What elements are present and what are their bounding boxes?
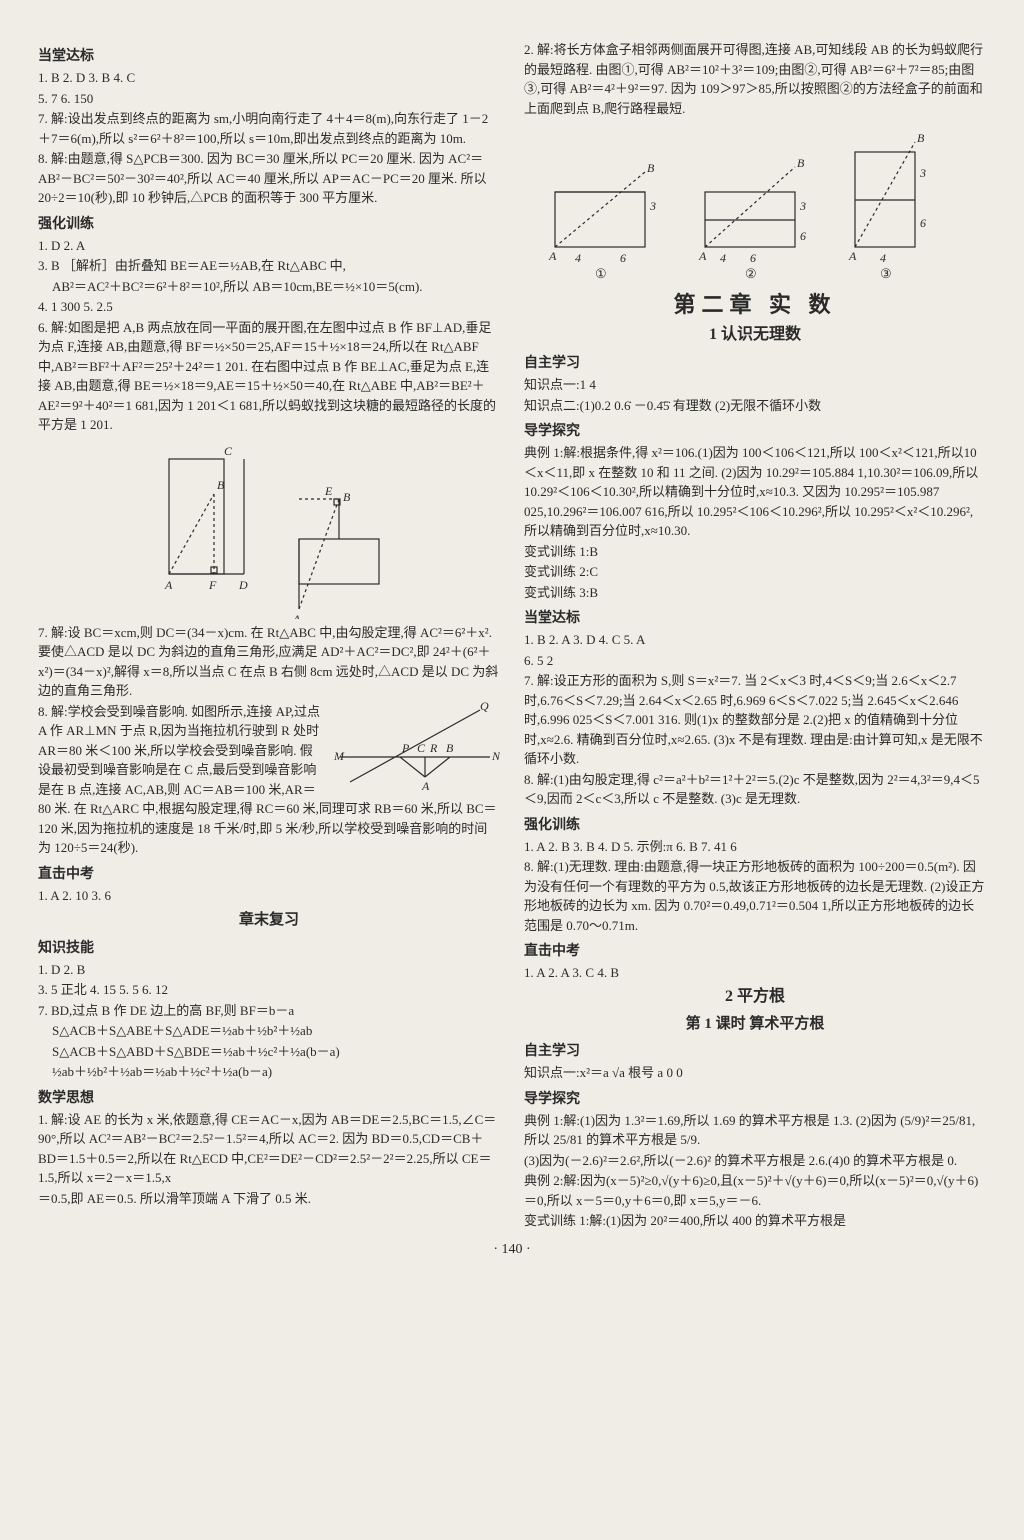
- heading-daoxue2: 导学探究: [524, 1089, 986, 1110]
- svg-text:P: P: [401, 741, 410, 755]
- heading-zizhu2: 自主学习: [524, 1041, 986, 1062]
- svg-text:6: 6: [800, 229, 806, 243]
- heading-zizhu: 自主学习: [524, 353, 986, 374]
- svg-text:A: A: [848, 249, 857, 263]
- heading-qianghua2: 强化训练: [524, 815, 986, 836]
- page-number: · 140 ·: [38, 1239, 986, 1260]
- svg-text:②: ②: [745, 266, 757, 281]
- svg-text:F: F: [208, 578, 217, 592]
- svg-text:①: ①: [595, 266, 607, 281]
- kp1: 知识点一:1 4: [524, 375, 986, 395]
- solution-3b: AB²＝AC²＋BC²＝6²＋8²＝10²,所以 AB＝10cm,BE＝½×10…: [38, 277, 500, 297]
- svg-text:4: 4: [880, 251, 886, 265]
- svg-text:B: B: [446, 741, 454, 755]
- solution-2e: 2. 解:将长方体盒子相邻两侧面展开可得图,连接 AB,可知线段 AB 的长为蚂…: [524, 40, 986, 118]
- heading-zhiji2: 直击中考: [524, 941, 986, 962]
- solution-7e: 7. 解:设正方形的面积为 S,则 S＝x²＝7. 当 2＜x＜3 时,4＜S＜…: [524, 671, 986, 769]
- svg-text:A: A: [164, 578, 173, 592]
- solution-7b: 7. 解:设 BC＝xcm,则 DC＝(34－x)cm. 在 Rt△ABC 中,…: [38, 623, 500, 701]
- svg-text:N: N: [491, 749, 500, 763]
- svg-text:M: M: [333, 749, 345, 763]
- svg-text:B: B: [217, 478, 225, 492]
- formula-c: ½ab＋½b²＋½ab＝½ab＋½c²＋½a(b－a): [38, 1062, 500, 1082]
- svg-text:6: 6: [750, 251, 756, 265]
- figure-1-svg: A B C D F E B A: [139, 439, 399, 619]
- solution-7: 7. 解:设出发点到终点的距离为 sm,小明向南行走了 4＋4＝8(m),向东行…: [38, 109, 500, 148]
- heading-zhishi: 知识技能: [38, 938, 500, 959]
- figure-3-svg: A B 3 4 6 B A 3 6 6 4 B A 3 6 4 ① ② ③: [535, 122, 975, 282]
- heading-shuxue: 数学思想: [38, 1088, 500, 1109]
- answer-line: 6. 5 2: [524, 651, 986, 671]
- svg-text:6: 6: [920, 216, 926, 230]
- svg-text:E: E: [324, 484, 333, 498]
- solution-8f: 8. 解:(1)无理数. 理由:由题意,得一块正方形地板砖的面积为 100÷20…: [524, 857, 986, 935]
- svg-text:A: A: [698, 249, 707, 263]
- chapter-title: 第二章 实 数: [524, 288, 986, 321]
- svg-text:3: 3: [919, 166, 926, 180]
- svg-text:D: D: [238, 578, 248, 592]
- solution-6: 6. 解:如图是把 A,B 两点放在同一平面的展开图,在左图中过点 B 作 BF…: [38, 318, 500, 435]
- svg-text:3: 3: [799, 199, 806, 213]
- solution-7c: 7. BD,过点 B 作 DE 边上的高 BF,则 BF＝b－a: [38, 1001, 500, 1021]
- svg-text:③: ③: [880, 266, 892, 281]
- svg-text:6: 6: [620, 251, 626, 265]
- answer-line: 1. A 2. A 3. C 4. B: [524, 963, 986, 983]
- answer-line: 5. 7 6. 150: [38, 89, 500, 109]
- heading-qianghua: 强化训练: [38, 214, 500, 235]
- bianshi-1b: 变式训练 1:解:(1)因为 20²＝400,所以 400 的算术平方根是: [524, 1211, 986, 1231]
- svg-text:A: A: [292, 612, 301, 619]
- solution-8e: 8. 解:(1)由勾股定理,得 c²＝a²＋b²＝1²＋2²＝5.(2)c 不是…: [524, 770, 986, 809]
- svg-text:R: R: [429, 741, 438, 755]
- dianli-1b: 典例 1:解:(1)因为 1.3²＝1.69,所以 1.69 的算术平方根是 1…: [524, 1111, 986, 1150]
- bianshi-1: 变式训练 1:B: [524, 542, 986, 562]
- formula-a: S△ACB＋S△ABE＋S△ADE＝½ab＋½b²＋½ab: [38, 1021, 500, 1041]
- answer-line: 3. 5 正北 4. 15 5. 5 6. 12: [38, 980, 500, 1000]
- section-title-2: 2 平方根: [524, 985, 986, 1009]
- answer-line: 1. B 2. A 3. D 4. C 5. A: [524, 630, 986, 650]
- svg-text:B: B: [797, 156, 805, 170]
- section-title: 1 认识无理数: [524, 323, 986, 347]
- kp1b: 知识点一:x²＝a √a 根号 a 0 0: [524, 1063, 986, 1083]
- answer-line: 1. D 2. B: [38, 960, 500, 980]
- dianli-2: 典例 2:解:因为(x－5)²≥0,√(y＋6)≥0,且(x－5)²＋√(y＋6…: [524, 1171, 986, 1210]
- svg-text:4: 4: [575, 251, 581, 265]
- solution-1d: 1. 解:设 AE 的长为 x 米,依题意,得 CE＝AC－x,因为 AB＝DE…: [38, 1110, 500, 1188]
- answer-line: 1. D 2. A: [38, 236, 500, 256]
- svg-text:C: C: [417, 741, 426, 755]
- solution-8: 8. 解:由题意,得 S△PCB＝300. 因为 BC＝30 厘米,所以 PC＝…: [38, 149, 500, 208]
- bianshi-3: 变式训练 3:B: [524, 583, 986, 603]
- svg-text:3: 3: [649, 199, 656, 213]
- svg-text:A: A: [548, 249, 557, 263]
- answer-line: 4. 1 300 5. 2.5: [38, 297, 500, 317]
- svg-text:Q: Q: [480, 702, 489, 713]
- svg-text:B: B: [343, 490, 351, 504]
- figure-2-svg: M N Q P C R B A: [330, 702, 500, 797]
- heading-dangtang2: 当堂达标: [524, 608, 986, 629]
- solution-3: 3. B ［解析］由折叠知 BE＝AE＝½AB,在 Rt△ABC 中,: [38, 256, 500, 276]
- svg-text:C: C: [224, 444, 233, 458]
- answer-line: 1. A 2. B 3. B 4. D 5. 示例:π 6. B 7. 41 6: [524, 837, 986, 857]
- lesson-title: 第 1 课时 算术平方根: [524, 1013, 986, 1036]
- bianshi-2: 变式训练 2:C: [524, 562, 986, 582]
- heading-zhangmo: 章末复习: [38, 909, 500, 932]
- heading-dangtang: 当堂达标: [38, 46, 500, 67]
- solution-8-wrap: M N Q P C R B A 8. 解:学校会受到噪音影响. 如图所示,连接 …: [38, 702, 500, 858]
- svg-text:B: B: [917, 131, 925, 145]
- figure-1: A B C D F E B A: [38, 439, 500, 619]
- solution-cont: ＝0.5,即 AE＝0.5. 所以滑竿顶端 A 下滑了 0.5 米.: [38, 1189, 500, 1209]
- heading-zhiji: 直击中考: [38, 864, 500, 885]
- svg-text:4: 4: [720, 251, 726, 265]
- svg-text:A: A: [421, 779, 430, 793]
- dianli-1c: (3)因为(－2.6)²＝2.6²,所以(－2.6)² 的算术平方根是 2.6.…: [524, 1151, 986, 1171]
- heading-daoxue: 导学探究: [524, 421, 986, 442]
- kp2: 知识点二:(1)0.2 0.6̇ －0.4̇5̇ 有理数 (2)无限不循环小数: [524, 396, 986, 416]
- figure-3: A B 3 4 6 B A 3 6 6 4 B A 3 6 4 ① ② ③: [524, 122, 986, 282]
- answer-line: 1. A 2. 10 3. 6: [38, 886, 500, 906]
- answer-line: 1. B 2. D 3. B 4. C: [38, 68, 500, 88]
- formula-b: S△ACB＋S△ABD＋S△BDE＝½ab＋½c²＋½a(b－a): [38, 1042, 500, 1062]
- svg-text:B: B: [647, 161, 655, 175]
- dianli-1: 典例 1:解:根据条件,得 x²＝106.(1)因为 100＜106＜121,所…: [524, 443, 986, 541]
